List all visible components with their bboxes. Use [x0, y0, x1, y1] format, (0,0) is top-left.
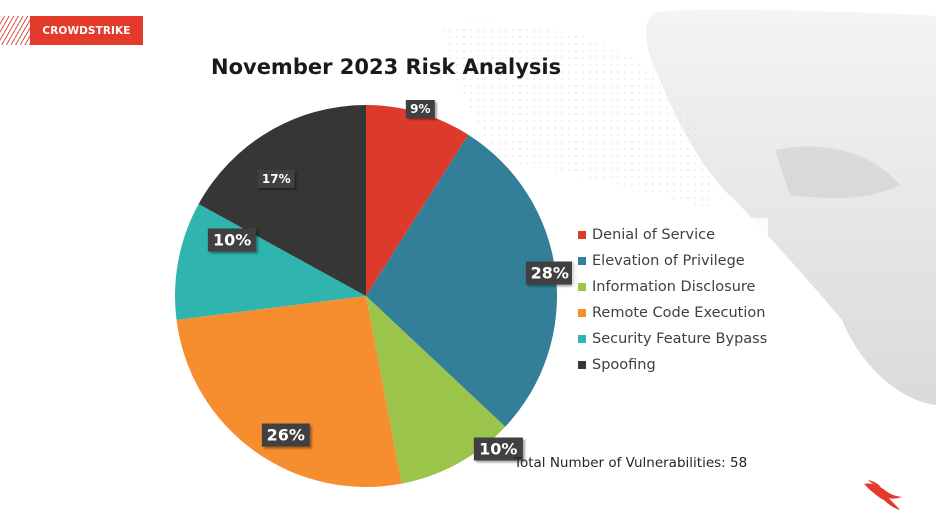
- logo-text: CROWDSTRIKE: [42, 24, 131, 37]
- pie-slice-elevation-of-privilege: [366, 134, 557, 427]
- pie-slice-remote-code-execution: [176, 296, 402, 487]
- legend-item-denial-of-service: Denial of Service: [572, 222, 768, 248]
- legend-item-information-disclosure: Information Disclosure: [572, 274, 768, 300]
- legend-swatch: [578, 309, 586, 317]
- legend: Denial of Service Elevation of Privilege I…: [572, 218, 768, 373]
- legend-label: Elevation of Privilege: [592, 253, 745, 269]
- legend-swatch: [578, 335, 586, 343]
- falcon-icon: [864, 480, 902, 510]
- data-label-spoofing: 17%: [257, 170, 295, 189]
- total-vulnerabilities-note: Total Number of Vulnerabilities: 58: [514, 455, 748, 471]
- data-label-denial-of-service: 9%: [406, 99, 435, 118]
- legend-swatch: [578, 361, 586, 369]
- data-label-security-feature-bypass: 10%: [208, 228, 257, 252]
- legend-item-spoofing: Spoofing: [572, 352, 768, 378]
- legend-swatch: [578, 231, 586, 239]
- legend-item-remote-code-execution: Remote Code Execution: [572, 300, 768, 326]
- pie-slice-information-disclosure: [366, 296, 506, 484]
- legend-label: Information Disclosure: [592, 279, 756, 295]
- data-label-elevation-of-privilege: 28%: [525, 261, 574, 285]
- legend-item-elevation-of-privilege: Elevation of Privilege: [572, 248, 768, 274]
- legend-label: Remote Code Execution: [592, 305, 766, 321]
- data-label-remote-code-execution: 26%: [261, 423, 310, 447]
- pie-slice-denial-of-service: [366, 105, 469, 296]
- crowdstrike-logo: CROWDSTRIKE: [0, 16, 143, 45]
- legend-label: Denial of Service: [592, 227, 716, 243]
- legend-label: Security Feature Bypass: [592, 331, 768, 347]
- legend-swatch: [578, 257, 586, 265]
- legend-item-security-feature-bypass: Security Feature Bypass: [572, 326, 768, 352]
- legend-swatch: [578, 283, 586, 291]
- pie-slice-spoofing: [198, 105, 366, 296]
- chart-title: November 2023 Risk Analysis: [211, 55, 562, 79]
- legend-label: Spoofing: [592, 357, 656, 373]
- data-label-information-disclosure: 10%: [474, 437, 523, 461]
